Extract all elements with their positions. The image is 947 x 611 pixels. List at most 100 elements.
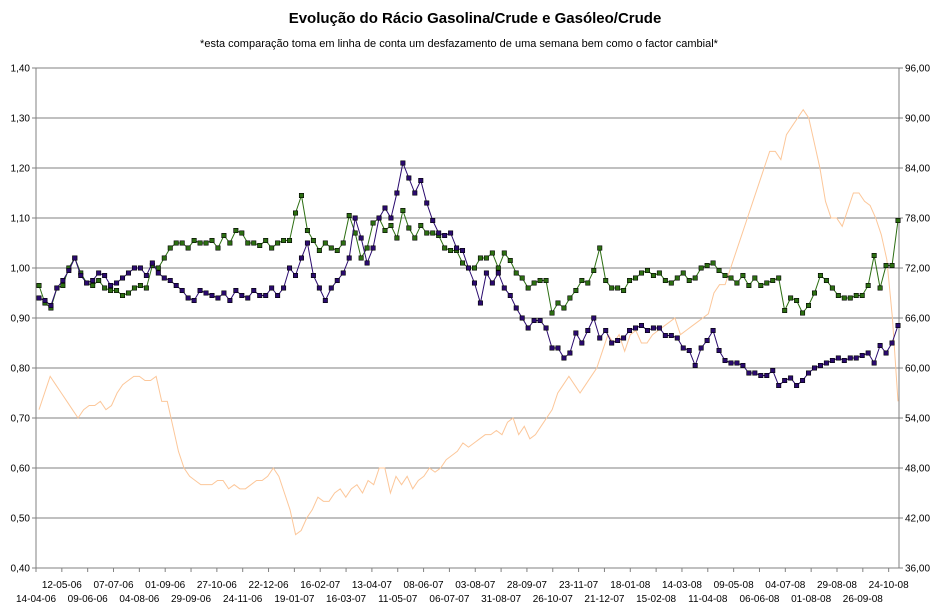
series-point bbox=[322, 297, 328, 303]
series-point bbox=[471, 280, 477, 286]
series-point bbox=[746, 370, 752, 376]
series-point bbox=[627, 277, 633, 283]
series-point bbox=[454, 245, 460, 251]
y-right-tick-label: 72,00 bbox=[905, 264, 930, 275]
series-point bbox=[245, 295, 251, 301]
series-point bbox=[424, 200, 430, 206]
x-tick-label-bottom: 26-09-08 bbox=[843, 594, 883, 605]
series-point bbox=[591, 267, 597, 273]
series-point bbox=[519, 315, 525, 321]
series-point bbox=[662, 332, 668, 338]
x-tick-label-top: 13-04-07 bbox=[352, 580, 392, 591]
series-point bbox=[662, 277, 668, 283]
y-right-tick-label: 54,00 bbox=[905, 414, 930, 425]
series-point bbox=[418, 223, 424, 229]
series-point bbox=[823, 277, 829, 283]
series-point bbox=[298, 193, 304, 199]
series-point bbox=[120, 292, 126, 298]
series-point bbox=[465, 265, 471, 271]
series-point bbox=[627, 327, 633, 333]
series-point bbox=[650, 272, 656, 278]
series-point bbox=[609, 285, 615, 291]
x-tick-label-top: 07-07-06 bbox=[93, 580, 133, 591]
series-point bbox=[710, 260, 716, 266]
series-point bbox=[895, 218, 901, 224]
series-point bbox=[782, 377, 788, 383]
series-point bbox=[352, 215, 358, 221]
series-point bbox=[621, 335, 627, 341]
x-tick-label-bottom: 15-02-08 bbox=[636, 594, 676, 605]
x-tick-label-top: 08-06-07 bbox=[404, 580, 444, 591]
plot-area bbox=[35, 67, 900, 569]
series-point bbox=[209, 292, 215, 298]
series-point bbox=[567, 350, 573, 356]
series-point bbox=[66, 267, 72, 273]
x-tick-label-bottom: 04-08-06 bbox=[119, 594, 159, 605]
series-point bbox=[370, 245, 376, 251]
series-point bbox=[776, 382, 782, 388]
series-point bbox=[531, 317, 537, 323]
x-tick-label-bottom: 11-04-08 bbox=[688, 594, 728, 605]
series-point bbox=[543, 277, 549, 283]
series-point bbox=[519, 275, 525, 281]
series-point bbox=[621, 287, 627, 293]
series-point bbox=[143, 285, 149, 291]
x-tick-label-top: 16-02-07 bbox=[300, 580, 340, 591]
series-point bbox=[537, 317, 543, 323]
series-point bbox=[788, 295, 794, 301]
series-point bbox=[698, 345, 704, 351]
series-point bbox=[859, 352, 865, 358]
series-point bbox=[501, 285, 507, 291]
series-point bbox=[60, 282, 66, 288]
series-point bbox=[287, 265, 293, 271]
x-tick-label-bottom: 21-12-07 bbox=[584, 594, 624, 605]
y-right-tick-label: 66,00 bbox=[905, 314, 930, 325]
series-point bbox=[173, 240, 179, 246]
y-left-tick-label: 0,80 bbox=[11, 364, 31, 375]
series-point bbox=[477, 300, 483, 306]
series-point bbox=[859, 292, 865, 298]
series-point bbox=[412, 190, 418, 196]
series-point bbox=[483, 270, 489, 276]
series-point bbox=[507, 292, 513, 298]
series-point bbox=[394, 235, 400, 241]
series-point bbox=[239, 230, 245, 236]
series-point bbox=[674, 275, 680, 281]
series-point bbox=[823, 360, 829, 366]
series-point bbox=[633, 275, 639, 281]
series-point bbox=[114, 287, 120, 293]
series-2 bbox=[38, 108, 899, 536]
x-tick-label-bottom: 06-06-08 bbox=[739, 594, 779, 605]
series-point bbox=[185, 245, 191, 251]
series-point bbox=[346, 255, 352, 261]
series-layer bbox=[36, 108, 901, 536]
series-point bbox=[233, 287, 239, 293]
series-point bbox=[96, 277, 102, 283]
series-point bbox=[36, 295, 42, 301]
x-tick-label-bottom: 19-01-07 bbox=[274, 594, 314, 605]
series-point bbox=[656, 325, 662, 331]
series-point bbox=[591, 315, 597, 321]
series-1 bbox=[36, 193, 901, 316]
series-point bbox=[728, 275, 734, 281]
series-point bbox=[603, 277, 609, 283]
series-point bbox=[835, 292, 841, 298]
series-point bbox=[847, 355, 853, 361]
series-point bbox=[871, 360, 877, 366]
series-point bbox=[597, 245, 603, 251]
series-point bbox=[102, 272, 108, 278]
x-tick-label-top: 29-08-08 bbox=[817, 580, 857, 591]
series-point bbox=[615, 285, 621, 291]
x-tick-label-top: 01-09-06 bbox=[145, 580, 185, 591]
series-line bbox=[38, 108, 899, 536]
series-point bbox=[310, 238, 316, 244]
series-point bbox=[495, 270, 501, 276]
x-tick-label-top: 09-05-08 bbox=[714, 580, 754, 591]
x-tick-label-top: 04-07-08 bbox=[765, 580, 805, 591]
series-point bbox=[322, 240, 328, 246]
series-point bbox=[746, 282, 752, 288]
y-right-tick-label: 42,00 bbox=[905, 514, 930, 525]
x-tick-label-top: 12-05-06 bbox=[42, 580, 82, 591]
y-axis-left: 0,40 0,50 0,60 0,70 0,80 0,90 1,00 1,10 1,20 1,30… bbox=[11, 64, 36, 575]
series-point bbox=[179, 287, 185, 293]
